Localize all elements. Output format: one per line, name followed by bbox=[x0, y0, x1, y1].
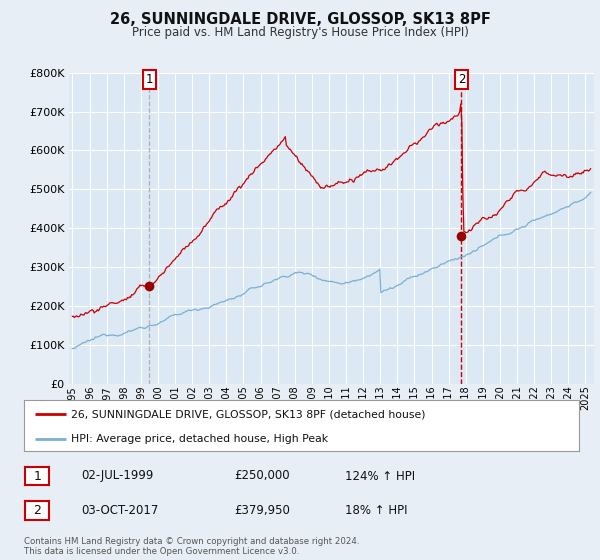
Text: Price paid vs. HM Land Registry's House Price Index (HPI): Price paid vs. HM Land Registry's House … bbox=[131, 26, 469, 39]
Text: 2: 2 bbox=[458, 73, 465, 86]
Text: 1: 1 bbox=[146, 73, 153, 86]
Text: 2: 2 bbox=[33, 504, 41, 517]
Text: 1: 1 bbox=[33, 469, 41, 483]
Text: 18% ↑ HPI: 18% ↑ HPI bbox=[345, 504, 407, 517]
Text: £250,000: £250,000 bbox=[234, 469, 290, 483]
Text: Contains HM Land Registry data © Crown copyright and database right 2024.: Contains HM Land Registry data © Crown c… bbox=[24, 537, 359, 546]
Text: 02-JUL-1999: 02-JUL-1999 bbox=[81, 469, 154, 483]
Text: £379,950: £379,950 bbox=[234, 504, 290, 517]
Text: 26, SUNNINGDALE DRIVE, GLOSSOP, SK13 8PF: 26, SUNNINGDALE DRIVE, GLOSSOP, SK13 8PF bbox=[110, 12, 490, 27]
Text: HPI: Average price, detached house, High Peak: HPI: Average price, detached house, High… bbox=[71, 433, 328, 444]
Text: This data is licensed under the Open Government Licence v3.0.: This data is licensed under the Open Gov… bbox=[24, 547, 299, 556]
Text: 26, SUNNINGDALE DRIVE, GLOSSOP, SK13 8PF (detached house): 26, SUNNINGDALE DRIVE, GLOSSOP, SK13 8PF… bbox=[71, 409, 425, 419]
Text: 124% ↑ HPI: 124% ↑ HPI bbox=[345, 469, 415, 483]
Text: 03-OCT-2017: 03-OCT-2017 bbox=[81, 504, 158, 517]
